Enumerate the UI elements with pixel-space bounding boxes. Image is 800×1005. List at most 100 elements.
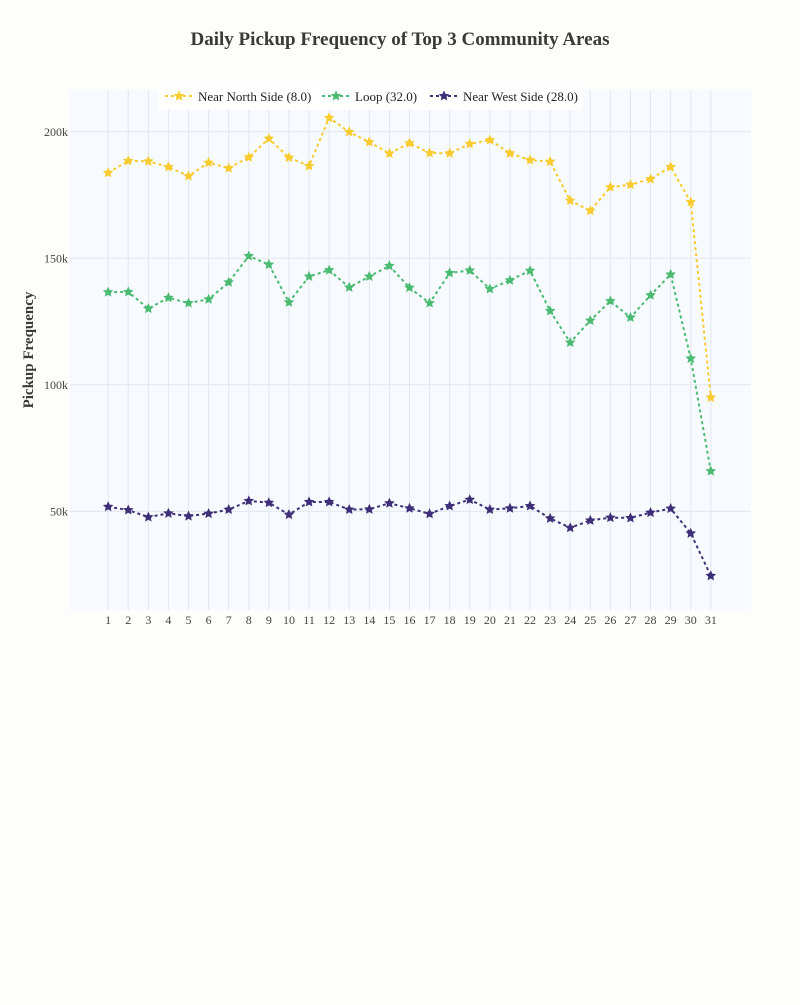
x-tick-label: 28 <box>645 613 657 627</box>
data-point <box>343 503 355 515</box>
data-point <box>605 181 616 192</box>
data-point <box>484 134 496 145</box>
x-tick-label: 19 <box>464 613 476 627</box>
data-point <box>544 305 556 316</box>
data-point <box>625 311 636 322</box>
data-point <box>122 286 134 297</box>
data-point <box>484 283 496 294</box>
data-point <box>645 507 656 518</box>
data-point <box>183 297 194 308</box>
data-point <box>524 500 536 511</box>
data-point <box>343 281 355 292</box>
data-point <box>122 504 134 515</box>
data-point <box>444 267 455 278</box>
series-1 <box>102 112 717 402</box>
data-point <box>263 497 275 508</box>
x-tick-label: 16 <box>403 613 415 627</box>
x-tick-label: 31 <box>705 613 717 627</box>
data-point <box>424 297 435 308</box>
data-point <box>504 502 516 513</box>
x-tick-label: 1 <box>105 613 111 627</box>
data-point <box>183 510 194 521</box>
data-point <box>243 495 255 506</box>
data-point <box>665 268 676 279</box>
x-tick-label: 2 <box>125 613 131 627</box>
data-point <box>183 170 194 181</box>
data-point <box>564 195 576 206</box>
data-point <box>203 293 214 304</box>
x-tick-label: 11 <box>303 613 315 627</box>
x-tick-label: 27 <box>624 613 636 627</box>
x-tick-label: 22 <box>524 613 536 627</box>
data-point <box>223 162 234 173</box>
x-tick-label: 4 <box>165 613 171 627</box>
data-point <box>323 112 335 123</box>
data-point <box>685 527 697 538</box>
chart-title: Daily Pickup Frequency of Top 3 Communit… <box>191 29 610 50</box>
y-tick-label: 100k <box>44 378 68 392</box>
data-point <box>203 157 214 168</box>
data-point <box>364 136 375 147</box>
data-point <box>283 509 295 520</box>
x-tick-label: 17 <box>424 613 436 627</box>
legend-item: Near West Side (28.0) <box>430 89 578 104</box>
x-tick-label: 24 <box>564 613 576 627</box>
x-tick-label: 23 <box>544 613 556 627</box>
data-point <box>665 502 676 514</box>
data-point <box>544 156 556 167</box>
x-tick-label: 3 <box>145 613 151 627</box>
data-point <box>143 511 154 522</box>
y-tick-label: 50k <box>50 504 68 518</box>
data-point <box>544 512 556 523</box>
legend-item: Near North Side (8.0) <box>165 89 311 104</box>
data-point <box>102 286 114 297</box>
data-point <box>524 154 536 165</box>
x-tick-label: 20 <box>484 613 496 627</box>
x-tick-label: 13 <box>343 613 355 627</box>
data-point <box>364 503 375 514</box>
y-tick-label: 200k <box>44 125 68 139</box>
data-point <box>404 137 415 148</box>
axes: 1 2 3 4 5 6 7 8 9 10 11 12 13 14 15 16 17 18 19 20 21 22 23 24 2… <box>44 125 717 627</box>
data-point <box>223 276 234 287</box>
data-point <box>524 265 536 276</box>
data-point <box>384 147 395 159</box>
series-2 <box>102 250 717 476</box>
data-point <box>323 496 335 507</box>
legend-label: Near North Side (8.0) <box>198 89 311 104</box>
x-tick-label: 30 <box>685 613 697 627</box>
data-point <box>424 508 435 519</box>
series-group <box>102 112 717 581</box>
data-point <box>625 512 636 523</box>
data-point <box>163 507 174 518</box>
data-point <box>605 295 616 306</box>
x-tick-label: 7 <box>226 613 232 627</box>
data-point <box>605 512 616 523</box>
data-point <box>404 502 415 513</box>
y-tick-label: 150k <box>44 251 68 265</box>
data-point <box>263 259 275 270</box>
data-point <box>685 352 697 363</box>
data-point <box>625 179 636 190</box>
x-tick-label: 8 <box>246 613 252 627</box>
data-point <box>564 522 576 533</box>
data-point <box>263 133 275 144</box>
data-point <box>424 147 435 158</box>
data-point <box>665 161 676 172</box>
series-3 <box>102 494 717 581</box>
x-tick-label: 5 <box>186 613 192 627</box>
data-point <box>404 282 415 293</box>
y-axis-title: Pickup Frequency <box>21 291 37 408</box>
data-point <box>303 160 315 171</box>
data-point <box>444 500 455 511</box>
data-point <box>303 496 315 507</box>
x-tick-label: 21 <box>504 613 516 627</box>
data-point <box>143 303 154 314</box>
data-point <box>464 264 476 275</box>
data-point <box>283 152 295 163</box>
x-tick-label: 26 <box>604 613 616 627</box>
data-point <box>283 296 295 307</box>
legend-item: Loop (32.0) <box>322 89 417 104</box>
data-point <box>705 465 717 476</box>
